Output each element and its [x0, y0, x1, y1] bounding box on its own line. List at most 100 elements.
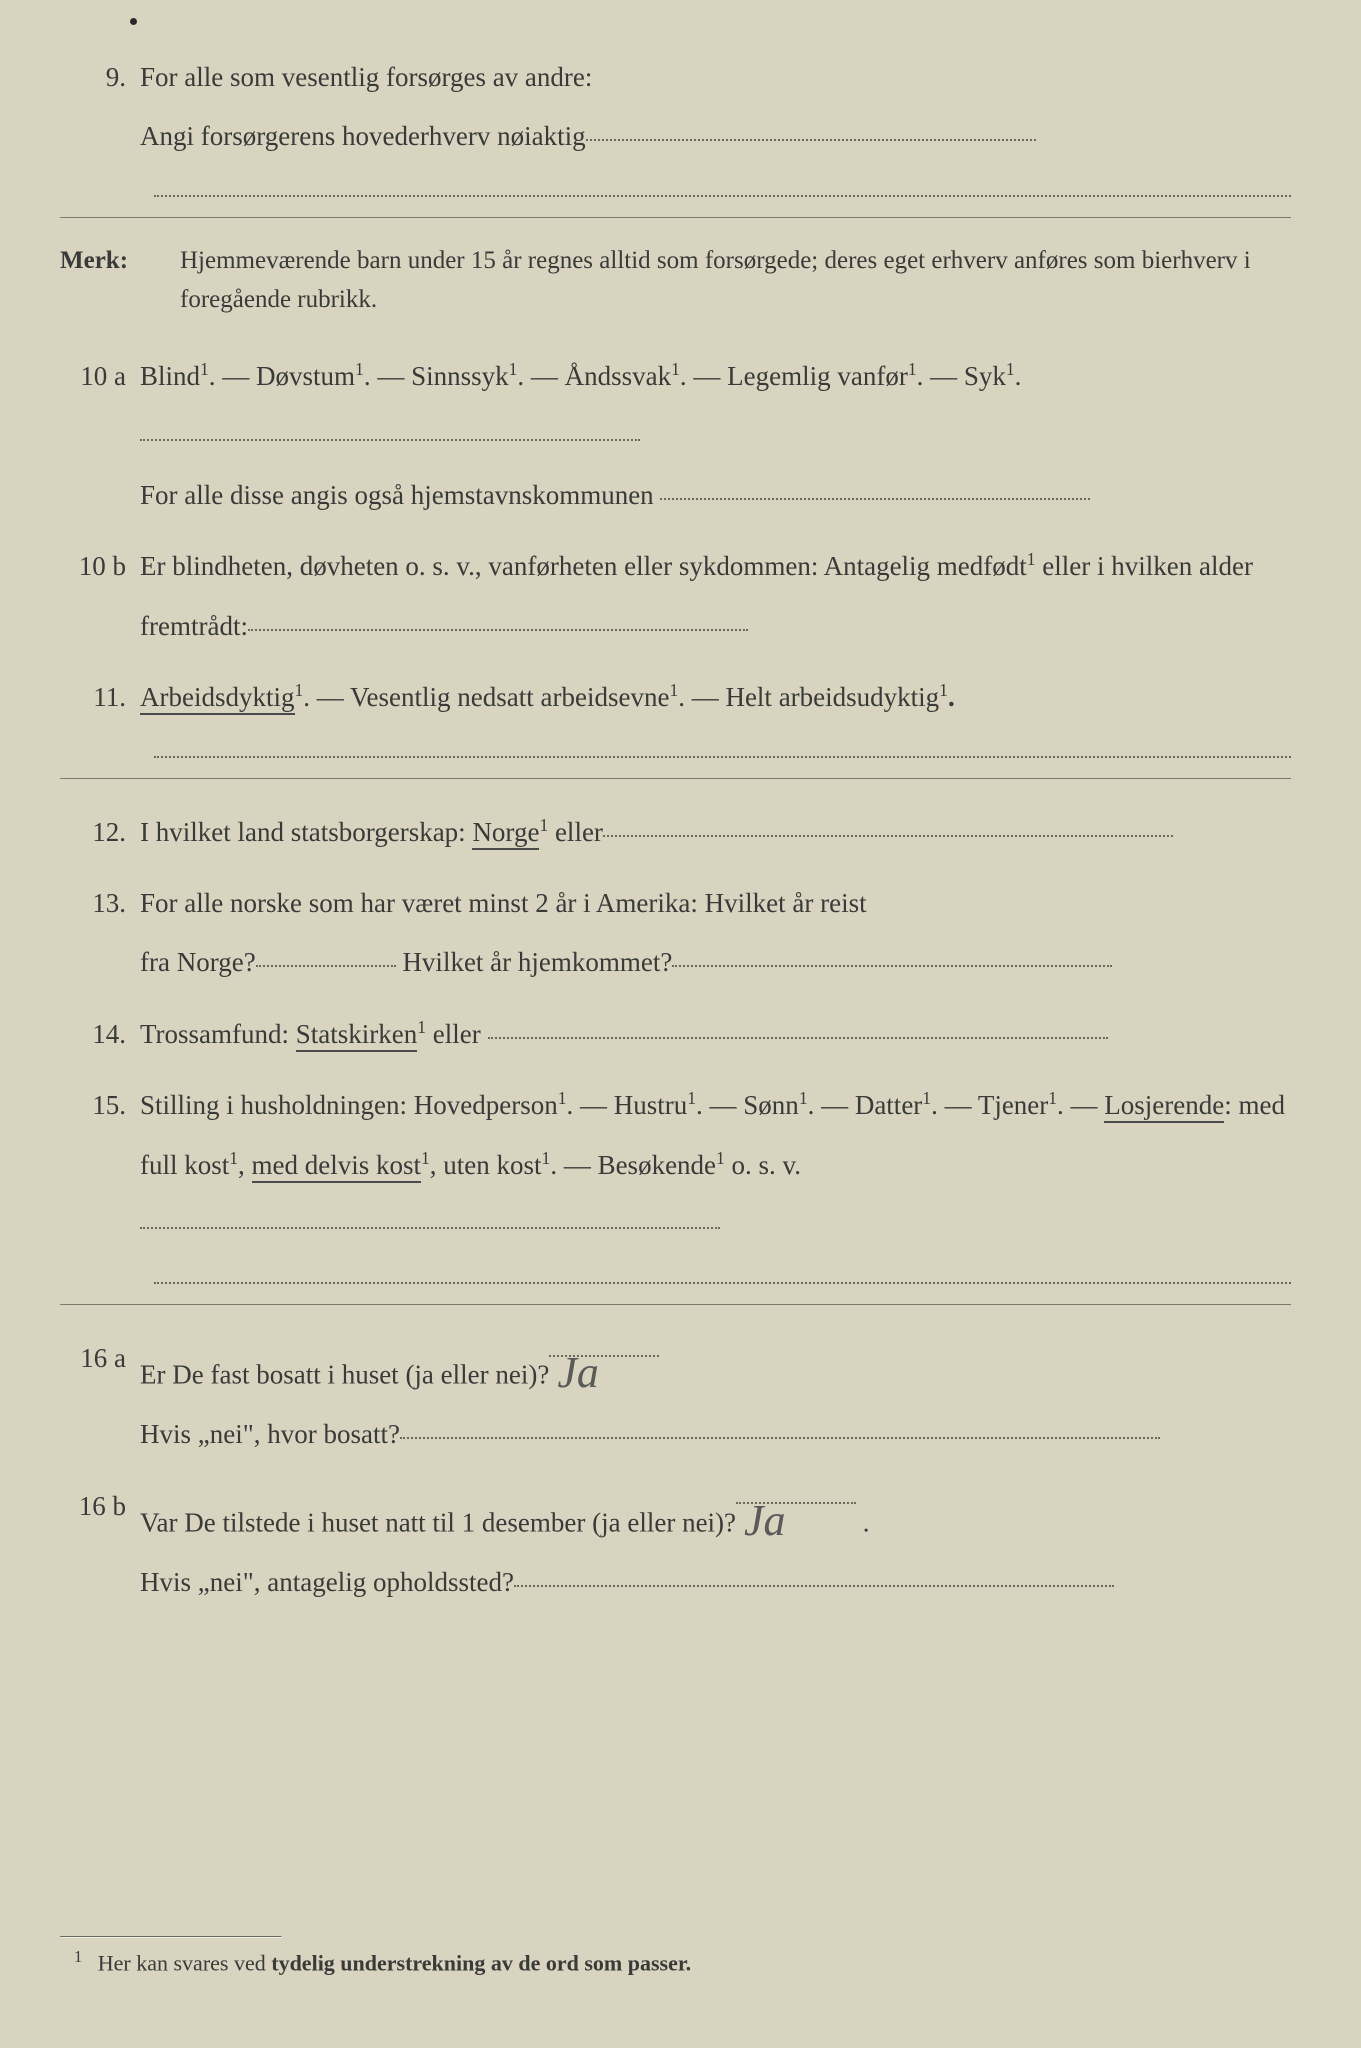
opt-underlined: Statskirken [296, 1019, 418, 1052]
ink-dot [130, 18, 137, 25]
opt: Åndssvak [565, 361, 672, 391]
question-12: 12. I hvilket land statsborgerskap: Norg… [60, 803, 1291, 862]
sep: . — [209, 361, 256, 391]
question-body: Blind1. — Døvstum1. — Sinnssyk1. — Åndss… [140, 347, 1291, 525]
footnote: 1 Her kan svares ved tydelig understrekn… [74, 1947, 691, 1976]
merk-label: Merk: [60, 242, 180, 320]
opt: Helt arbeidsudyktig [725, 682, 939, 712]
opt: uten kost [443, 1150, 541, 1180]
question-10b: 10 b Er blindheten, døvheten o. s. v., v… [60, 537, 1291, 656]
census-form-page: 9. For alle som vesentlig forsørges av a… [0, 0, 1361, 2048]
divider [60, 778, 1291, 779]
q16a-text: Er De fast bosatt i huset (ja eller nei)… [140, 1360, 549, 1390]
fill-line-full[interactable] [154, 740, 1291, 758]
fill-line[interactable] [400, 1408, 1160, 1440]
question-16a: 16 a Er De fast bosatt i huset (ja eller… [60, 1329, 1291, 1464]
opt: Tjener [978, 1090, 1048, 1120]
opt-underlined: med delvis kost [252, 1150, 422, 1183]
fill-line[interactable] [603, 805, 1173, 837]
question-body: For alle norske som har været minst 2 år… [140, 874, 1291, 993]
fill-line[interactable]: Ja [736, 1473, 856, 1505]
q14-text-b: eller [426, 1019, 481, 1049]
sep: . — [567, 1090, 614, 1120]
opt: Døvstum [256, 361, 355, 391]
q16a-line2: Hvis „nei", hvor bosatt? [140, 1419, 400, 1449]
question-15: 15. Stilling i husholdningen: Hovedperso… [60, 1076, 1291, 1254]
question-body: Arbeidsdyktig1. — Vesentlig nedsatt arbe… [140, 668, 1291, 727]
sep: . — [696, 1090, 743, 1120]
q16b-text: Var De tilstede i huset natt til 1 desem… [140, 1507, 736, 1537]
question-10a: 10 a Blind1. — Døvstum1. — Sinnssyk1. — … [60, 347, 1291, 525]
q13-line1: For alle norske som har været minst 2 år… [140, 888, 867, 918]
opt: Datter [855, 1090, 922, 1120]
question-number: 10 a [60, 347, 140, 525]
sep: . — [517, 361, 564, 391]
question-number: 10 b [60, 537, 140, 656]
question-number: 16 a [60, 1329, 140, 1464]
opt: Besøkende [598, 1150, 716, 1180]
question-number: 9. [60, 48, 140, 167]
q12-text-a: I hvilket land statsborgerskap: [140, 817, 472, 847]
q13-line2b: Hvilket år hjemkommet? [402, 947, 672, 977]
question-11: 11. Arbeidsdyktig1. — Vesentlig nedsatt … [60, 668, 1291, 727]
question-number: 16 b [60, 1477, 140, 1612]
opt-underlined: Norge [472, 817, 539, 850]
opt: Hustru [614, 1090, 688, 1120]
question-14: 14. Trossamfund: Statskirken1 eller [60, 1005, 1291, 1064]
opt-underlined: Arbeidsdyktig [140, 682, 295, 715]
fill-line[interactable] [586, 110, 1036, 142]
q10b-text-a: Er blindheten, døvheten o. s. v., vanfør… [140, 551, 1027, 581]
divider [60, 217, 1291, 218]
question-13: 13. For alle norske som har været minst … [60, 874, 1291, 993]
footnote-number: 1 [74, 1947, 92, 1966]
question-number: 13. [60, 874, 140, 993]
question-body: Trossamfund: Statskirken1 eller [140, 1005, 1291, 1064]
opt: Sinnssyk [411, 361, 509, 391]
fill-line[interactable] [514, 1555, 1114, 1587]
question-9: 9. For alle som vesentlig forsørges av a… [60, 48, 1291, 167]
sep: . — [1057, 1090, 1104, 1120]
footnote-text-b: tydelig understrekning av de ord som pas… [271, 1950, 691, 1975]
question-body: Er blindheten, døvheten o. s. v., vanfør… [140, 537, 1291, 656]
question-body: I hvilket land statsborgerskap: Norge1 e… [140, 803, 1291, 862]
opt: Legemlig vanfør [727, 361, 908, 391]
question-number: 15. [60, 1076, 140, 1254]
question-number: 14. [60, 1005, 140, 1064]
q13-line2a: fra Norge? [140, 947, 256, 977]
q16b-line2: Hvis „nei", antagelig opholdssted? [140, 1567, 514, 1597]
fill-line[interactable] [488, 1007, 1108, 1039]
question-number: 11. [60, 668, 140, 727]
fill-line[interactable]: Ja [549, 1325, 659, 1357]
fill-line-full[interactable] [154, 1266, 1291, 1284]
opt: Sønn [743, 1090, 799, 1120]
q9-line2: Angi forsørgerens hovederhverv nøiaktig [140, 121, 586, 151]
fill-line[interactable] [660, 468, 1090, 500]
fill-line[interactable] [672, 936, 1112, 968]
sep: . — [303, 682, 350, 712]
fill-line-full[interactable] [154, 179, 1291, 197]
q9-line1: For alle som vesentlig forsørges av andr… [140, 62, 592, 92]
opt: Blind [140, 361, 200, 391]
sep: . — [678, 682, 725, 712]
question-body: Stilling i husholdningen: Hovedperson1. … [140, 1076, 1291, 1254]
question-body: Er De fast bosatt i huset (ja eller nei)… [140, 1329, 1291, 1464]
divider [60, 1304, 1291, 1305]
fill-line[interactable] [140, 409, 640, 441]
q15-lead: Stilling i husholdningen: [140, 1090, 414, 1120]
opt: Hovedperson [414, 1090, 558, 1120]
fill-line[interactable] [140, 1197, 720, 1229]
sep: . — [550, 1150, 597, 1180]
opt: Vesentlig nedsatt arbeidsevne [350, 682, 669, 712]
fill-line[interactable] [248, 599, 748, 631]
osv: o. s. v. [725, 1150, 801, 1180]
q12-text-b: eller [548, 817, 603, 847]
sep: . — [931, 1090, 978, 1120]
opt: Syk [964, 361, 1006, 391]
opt-underlined: Losjerende [1104, 1090, 1224, 1123]
question-body: For alle som vesentlig forsørges av andr… [140, 48, 1291, 167]
sep: . — [680, 361, 727, 391]
question-16b: 16 b Var De tilstede i huset natt til 1 … [60, 1477, 1291, 1612]
question-number: 12. [60, 803, 140, 862]
footnote-rule [60, 1936, 282, 1938]
fill-line[interactable] [256, 936, 396, 968]
